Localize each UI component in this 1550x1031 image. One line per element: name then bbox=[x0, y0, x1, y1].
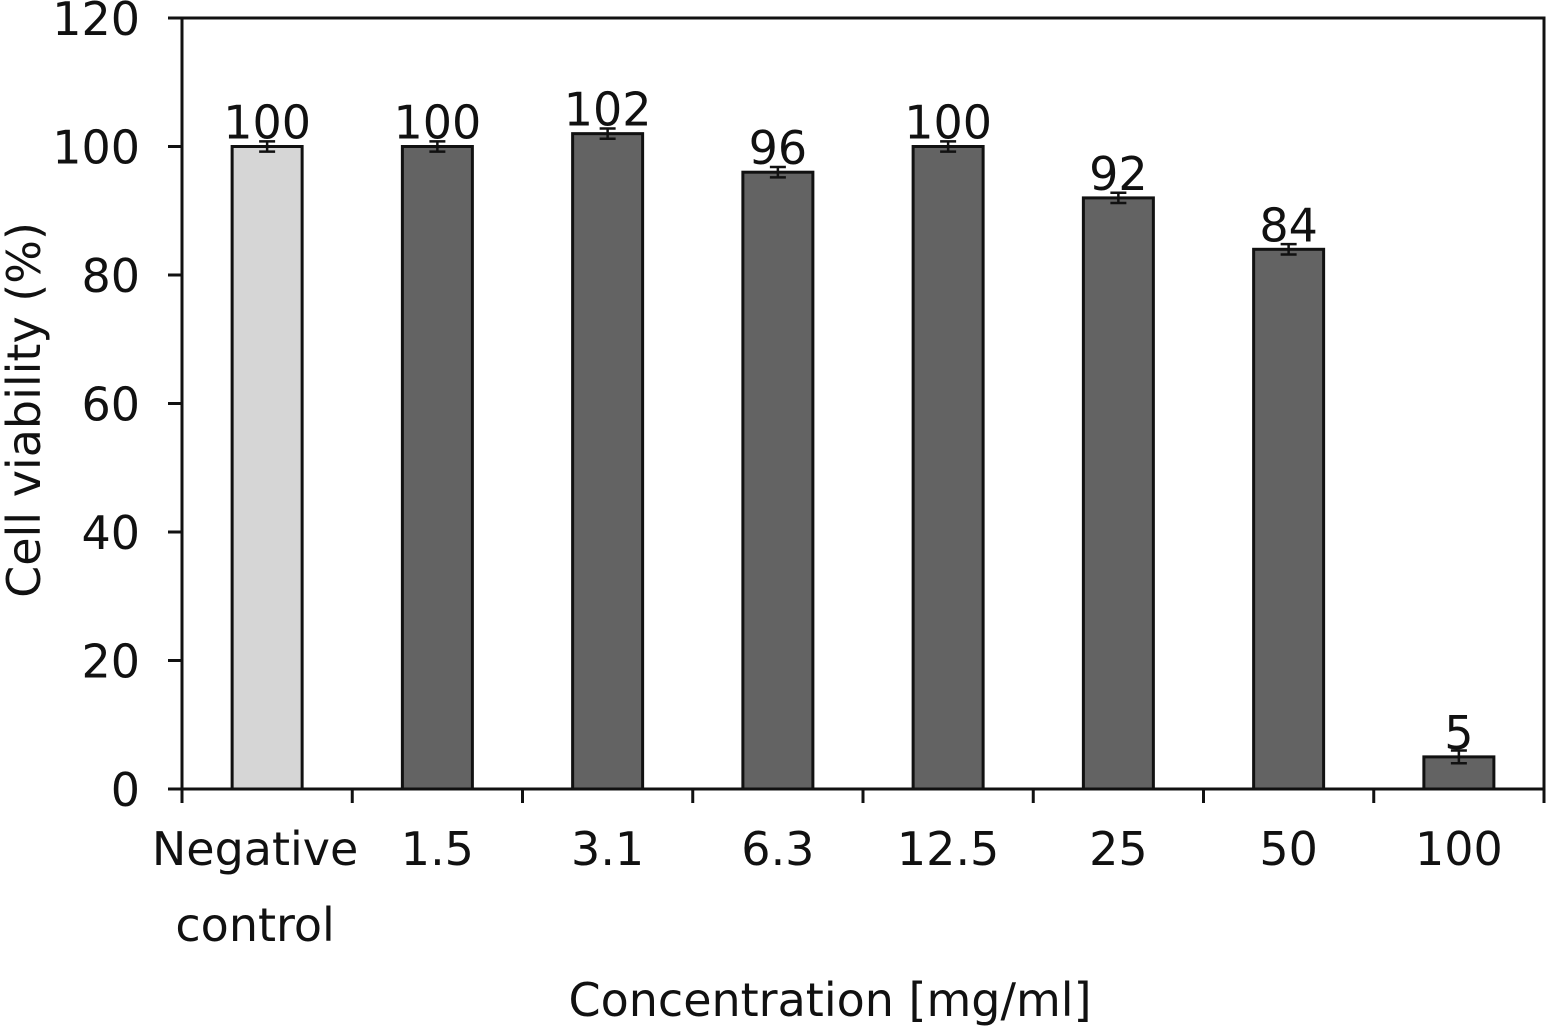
x-tick-label-6-0: 50 bbox=[1259, 822, 1318, 876]
data-label-0: 100 bbox=[223, 96, 311, 150]
x-tick-label-4-0: 12.5 bbox=[897, 822, 999, 876]
y-tick-label-2: 40 bbox=[81, 506, 140, 560]
plot-frame bbox=[180, 16, 1546, 791]
y-tick-label-3: 60 bbox=[81, 378, 140, 432]
y-tick-label-4: 80 bbox=[81, 249, 140, 303]
data-label-2: 102 bbox=[564, 83, 652, 137]
data-label-1: 100 bbox=[393, 96, 481, 150]
x-tick-label-0-1: control bbox=[175, 898, 334, 952]
bar-5 bbox=[1081, 196, 1155, 791]
bar-0 bbox=[230, 145, 304, 791]
bar-6 bbox=[1252, 247, 1326, 791]
y-axis-label: Cell viability (%) bbox=[0, 222, 51, 598]
bar-1 bbox=[400, 145, 474, 791]
y-tick-label-1: 20 bbox=[81, 635, 140, 689]
x-tick-label-2-0: 3.1 bbox=[571, 822, 644, 876]
y-tick-label-5: 100 bbox=[52, 121, 140, 175]
plot-area: 0 20 40 60 80 100 120 100 Negative control 100 1.5 1… bbox=[52, 0, 1546, 952]
data-label-3: 96 bbox=[749, 121, 808, 175]
x-tick-label-1-0: 1.5 bbox=[401, 822, 474, 876]
data-label-5: 92 bbox=[1089, 147, 1148, 201]
data-label-6: 84 bbox=[1259, 198, 1318, 252]
x-tick-label-3-0: 6.3 bbox=[741, 822, 814, 876]
data-label-4: 100 bbox=[904, 96, 992, 150]
y-tick-label-6: 120 bbox=[52, 0, 140, 46]
x-tick-label-0-0: Negative bbox=[152, 822, 358, 876]
x-axis-label: Concentration [mg/ml] bbox=[568, 973, 1091, 1027]
bar-2 bbox=[571, 132, 645, 791]
bar-3 bbox=[741, 170, 815, 791]
x-tick-label-5-0: 25 bbox=[1089, 822, 1148, 876]
y-tick-label-0: 0 bbox=[111, 763, 140, 817]
bar-4 bbox=[911, 145, 985, 791]
data-label-7: 5 bbox=[1444, 706, 1473, 760]
x-tick-label-7-0: 100 bbox=[1415, 822, 1503, 876]
